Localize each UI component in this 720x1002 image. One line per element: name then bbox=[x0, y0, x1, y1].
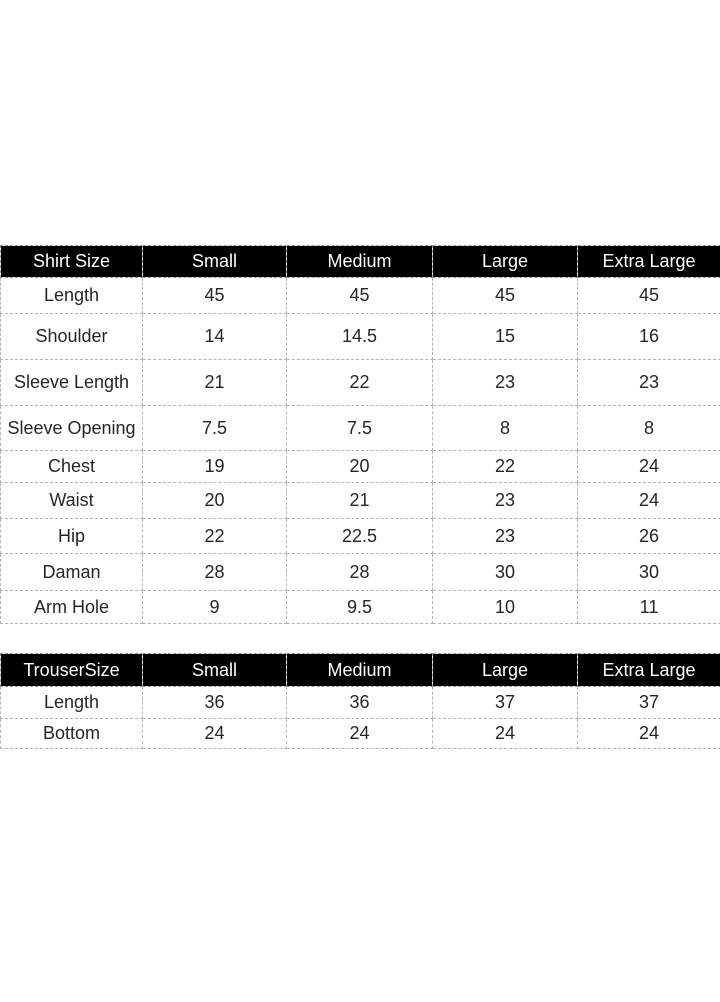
cell-value: 22 bbox=[142, 518, 287, 554]
table-row: Length 36 36 37 37 bbox=[0, 686, 720, 719]
cell-value: 8 bbox=[432, 405, 578, 451]
cell-value: 11 bbox=[577, 590, 720, 624]
cell-value: 21 bbox=[286, 482, 433, 519]
cell-value: 28 bbox=[286, 553, 433, 591]
cell-value: 28 bbox=[142, 553, 287, 591]
row-label: Length bbox=[0, 686, 143, 719]
row-label: Length bbox=[0, 277, 143, 314]
header-cell-label: Shirt Size bbox=[0, 245, 143, 278]
cell-value: 8 bbox=[577, 405, 720, 451]
row-label: Arm Hole bbox=[0, 590, 143, 624]
cell-value: 7.5 bbox=[286, 405, 433, 451]
trouser-table-body: Length 36 36 37 37 Bottom 24 24 24 24 bbox=[0, 686, 720, 749]
row-label: Sleeve Opening bbox=[0, 405, 143, 451]
row-label: Bottom bbox=[0, 718, 143, 749]
cell-value: 24 bbox=[577, 482, 720, 519]
cell-value: 24 bbox=[286, 718, 433, 749]
cell-value: 21 bbox=[142, 359, 287, 406]
cell-value: 14 bbox=[142, 313, 287, 360]
shirt-size-table: Shirt Size Small Medium Large Extra Large Le… bbox=[0, 245, 720, 624]
cell-value: 19 bbox=[142, 450, 287, 483]
cell-value: 23 bbox=[577, 359, 720, 406]
cell-value: 22.5 bbox=[286, 518, 433, 554]
cell-value: 23 bbox=[432, 482, 578, 519]
cell-value: 22 bbox=[286, 359, 433, 406]
cell-value: 9 bbox=[142, 590, 287, 624]
header-cell-size: Extra Large bbox=[577, 653, 720, 687]
trouser-table-header: TrouserSize Small Medium Large Extra Large bbox=[0, 653, 720, 687]
header-cell-size: Large bbox=[432, 245, 578, 278]
cell-value: 14.5 bbox=[286, 313, 433, 360]
header-cell-size: Small bbox=[142, 245, 287, 278]
cell-value: 9.5 bbox=[286, 590, 433, 624]
header-cell-size: Medium bbox=[286, 653, 433, 687]
shirt-table-body: Length 45 45 45 45 Shoulder 14 14.5 15 16 Sleeve L… bbox=[0, 277, 720, 624]
row-label: Shoulder bbox=[0, 313, 143, 360]
cell-value: 30 bbox=[432, 553, 578, 591]
row-label: Sleeve Length bbox=[0, 359, 143, 406]
cell-value: 24 bbox=[577, 718, 720, 749]
cell-value: 16 bbox=[577, 313, 720, 360]
shirt-table-header: Shirt Size Small Medium Large Extra Large bbox=[0, 245, 720, 278]
header-cell-label: TrouserSize bbox=[0, 653, 143, 687]
cell-value: 10 bbox=[432, 590, 578, 624]
cell-value: 24 bbox=[577, 450, 720, 483]
table-row: Sleeve Length 21 22 23 23 bbox=[0, 359, 720, 406]
cell-value: 24 bbox=[142, 718, 287, 749]
cell-value: 7.5 bbox=[142, 405, 287, 451]
table-row: Waist 20 21 23 24 bbox=[0, 482, 720, 519]
table-row: Hip 22 22.5 23 26 bbox=[0, 518, 720, 554]
table-row: Arm Hole 9 9.5 10 11 bbox=[0, 590, 720, 624]
table-row: Length 45 45 45 45 bbox=[0, 277, 720, 314]
cell-value: 45 bbox=[577, 277, 720, 314]
cell-value: 20 bbox=[142, 482, 287, 519]
table-row: Sleeve Opening 7.5 7.5 8 8 bbox=[0, 405, 720, 451]
cell-value: 37 bbox=[577, 686, 720, 719]
cell-value: 45 bbox=[432, 277, 578, 314]
cell-value: 15 bbox=[432, 313, 578, 360]
cell-value: 37 bbox=[432, 686, 578, 719]
header-cell-size: Large bbox=[432, 653, 578, 687]
row-label: Hip bbox=[0, 518, 143, 554]
row-label: Daman bbox=[0, 553, 143, 591]
cell-value: 23 bbox=[432, 518, 578, 554]
table-row: Shoulder 14 14.5 15 16 bbox=[0, 313, 720, 360]
table-row: Daman 28 28 30 30 bbox=[0, 553, 720, 591]
header-row: Shirt Size Small Medium Large Extra Large bbox=[0, 245, 720, 278]
cell-value: 45 bbox=[142, 277, 287, 314]
cell-value: 36 bbox=[142, 686, 287, 719]
cell-value: 20 bbox=[286, 450, 433, 483]
table-row: Bottom 24 24 24 24 bbox=[0, 718, 720, 749]
header-row: TrouserSize Small Medium Large Extra Large bbox=[0, 653, 720, 687]
header-cell-size: Extra Large bbox=[577, 245, 720, 278]
cell-value: 22 bbox=[432, 450, 578, 483]
cell-value: 23 bbox=[432, 359, 578, 406]
header-cell-size: Medium bbox=[286, 245, 433, 278]
cell-value: 26 bbox=[577, 518, 720, 554]
trouser-size-table: TrouserSize Small Medium Large Extra Large L… bbox=[0, 653, 720, 749]
cell-value: 45 bbox=[286, 277, 433, 314]
cell-value: 30 bbox=[577, 553, 720, 591]
cell-value: 36 bbox=[286, 686, 433, 719]
row-label: Chest bbox=[0, 450, 143, 483]
table-row: Chest 19 20 22 24 bbox=[0, 450, 720, 483]
row-label: Waist bbox=[0, 482, 143, 519]
header-cell-size: Small bbox=[142, 653, 287, 687]
cell-value: 24 bbox=[432, 718, 578, 749]
